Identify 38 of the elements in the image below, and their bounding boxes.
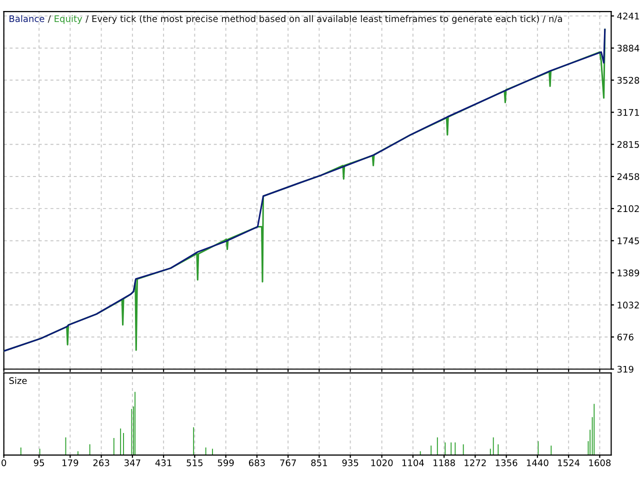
y-tick-label: 2458 bbox=[617, 173, 640, 180]
chart-subtitle: / Every tick (the most precise method based on all available least timeframes to generate each tick) / n/a bbox=[86, 15, 562, 24]
annotation: / bbox=[48, 15, 51, 23]
x-tick-label: 1524 bbox=[558, 459, 580, 466]
y-tick-label: 676 bbox=[617, 334, 634, 341]
x-tick-label: 1608 bbox=[589, 459, 611, 466]
x-tick-label: 1440 bbox=[526, 459, 548, 466]
x-tick-label: 95 bbox=[34, 459, 44, 466]
x-tick-label: 179 bbox=[62, 459, 78, 466]
y-tick-label: 4241 bbox=[617, 12, 639, 20]
x-tick-label: 851 bbox=[311, 459, 327, 466]
x-tick-label: 767 bbox=[280, 459, 296, 466]
line-series bbox=[4, 28, 606, 352]
x-tick-label: 0 bbox=[2, 459, 6, 466]
x-tick-label: 347 bbox=[124, 459, 140, 466]
y-tick-label: 3171 bbox=[617, 109, 639, 116]
x-tick-label: 599 bbox=[218, 459, 234, 466]
x-tick-label: 1356 bbox=[496, 459, 518, 466]
y-tick-label: 2102 bbox=[617, 205, 639, 212]
y-tick-label: 2815 bbox=[617, 141, 639, 148]
x-tick-label: 1272 bbox=[464, 459, 486, 466]
x-tick-label: 1188 bbox=[434, 459, 455, 466]
y-tick-label: 3528 bbox=[617, 76, 640, 84]
x-tick-label: 683 bbox=[248, 459, 265, 466]
x-tick-label: 431 bbox=[155, 459, 172, 466]
chart-title: Size bbox=[9, 377, 27, 384]
text: Balance bbox=[10, 15, 44, 22]
y-tick-label: 1389 bbox=[618, 269, 640, 276]
y-tick-label: 319 bbox=[617, 366, 634, 373]
x-tick-label: 1104 bbox=[402, 459, 424, 466]
x-tick-label: 1020 bbox=[371, 459, 393, 466]
x-tick-label: 515 bbox=[186, 459, 203, 466]
y-tick-label: 1032 bbox=[618, 302, 639, 308]
x-tick-label: 263 bbox=[93, 459, 110, 466]
y-tick-label: 1745 bbox=[618, 238, 639, 244]
text: Equity bbox=[54, 15, 82, 24]
x-tick-label: 935 bbox=[342, 459, 358, 466]
y-tick-label: 3884 bbox=[617, 44, 640, 52]
